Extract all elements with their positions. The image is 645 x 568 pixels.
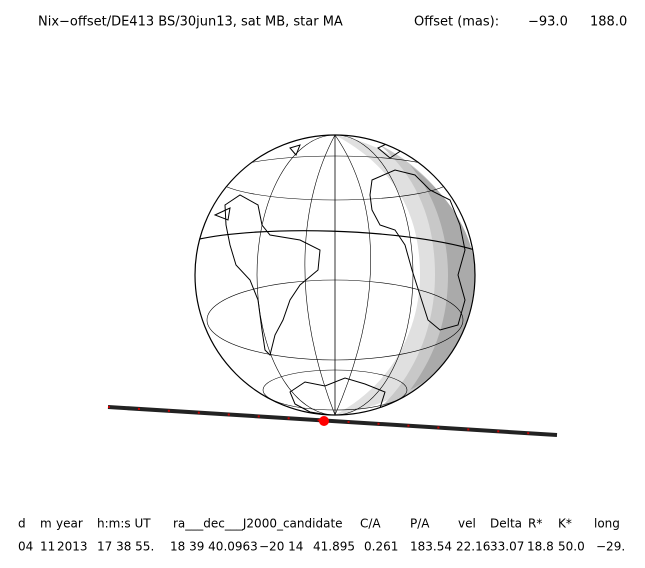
column-header: long: [594, 517, 620, 531]
offset-value: −93.0: [528, 15, 568, 30]
table-cell: 17 38 55.: [97, 540, 154, 554]
table-cell: 11: [40, 540, 55, 554]
column-header: d: [18, 517, 26, 531]
table-cell: 18.8: [527, 540, 554, 554]
table-cell: −20 14: [259, 540, 303, 554]
title: Nix−offset/DE413 BS/30jun13, sat MB, sta…: [38, 15, 343, 30]
table-cell: 04: [18, 540, 33, 554]
globe: [194, 134, 476, 416]
shadow-track: [107, 405, 558, 437]
table-cell: 2013: [57, 540, 88, 554]
offset-label: Offset (mas):: [414, 15, 499, 30]
table-cell: 0.261: [364, 540, 398, 554]
table-cell: 33.07: [490, 540, 524, 554]
column-header: K*: [558, 517, 572, 531]
column-header: h:m:s UT: [97, 517, 151, 531]
offset-value: 188.0: [590, 15, 627, 30]
column-header: R*: [528, 517, 542, 531]
table-cell: −29.: [596, 540, 625, 554]
column-header: P/A: [410, 517, 430, 531]
column-header: Delta: [490, 517, 522, 531]
column-header: C/A: [360, 517, 381, 531]
table-cell: 22.16: [456, 540, 490, 554]
column-header: year: [56, 517, 83, 531]
table-cell: 18 39 40.0963: [170, 540, 258, 554]
column-header: m: [40, 517, 52, 531]
column-header: vel: [458, 517, 476, 531]
table-cell: 41.895: [313, 540, 355, 554]
table-cell: 50.0: [558, 540, 585, 554]
column-header: ra___dec___J2000_candidate: [173, 517, 343, 531]
table-cell: 183.54: [410, 540, 452, 554]
